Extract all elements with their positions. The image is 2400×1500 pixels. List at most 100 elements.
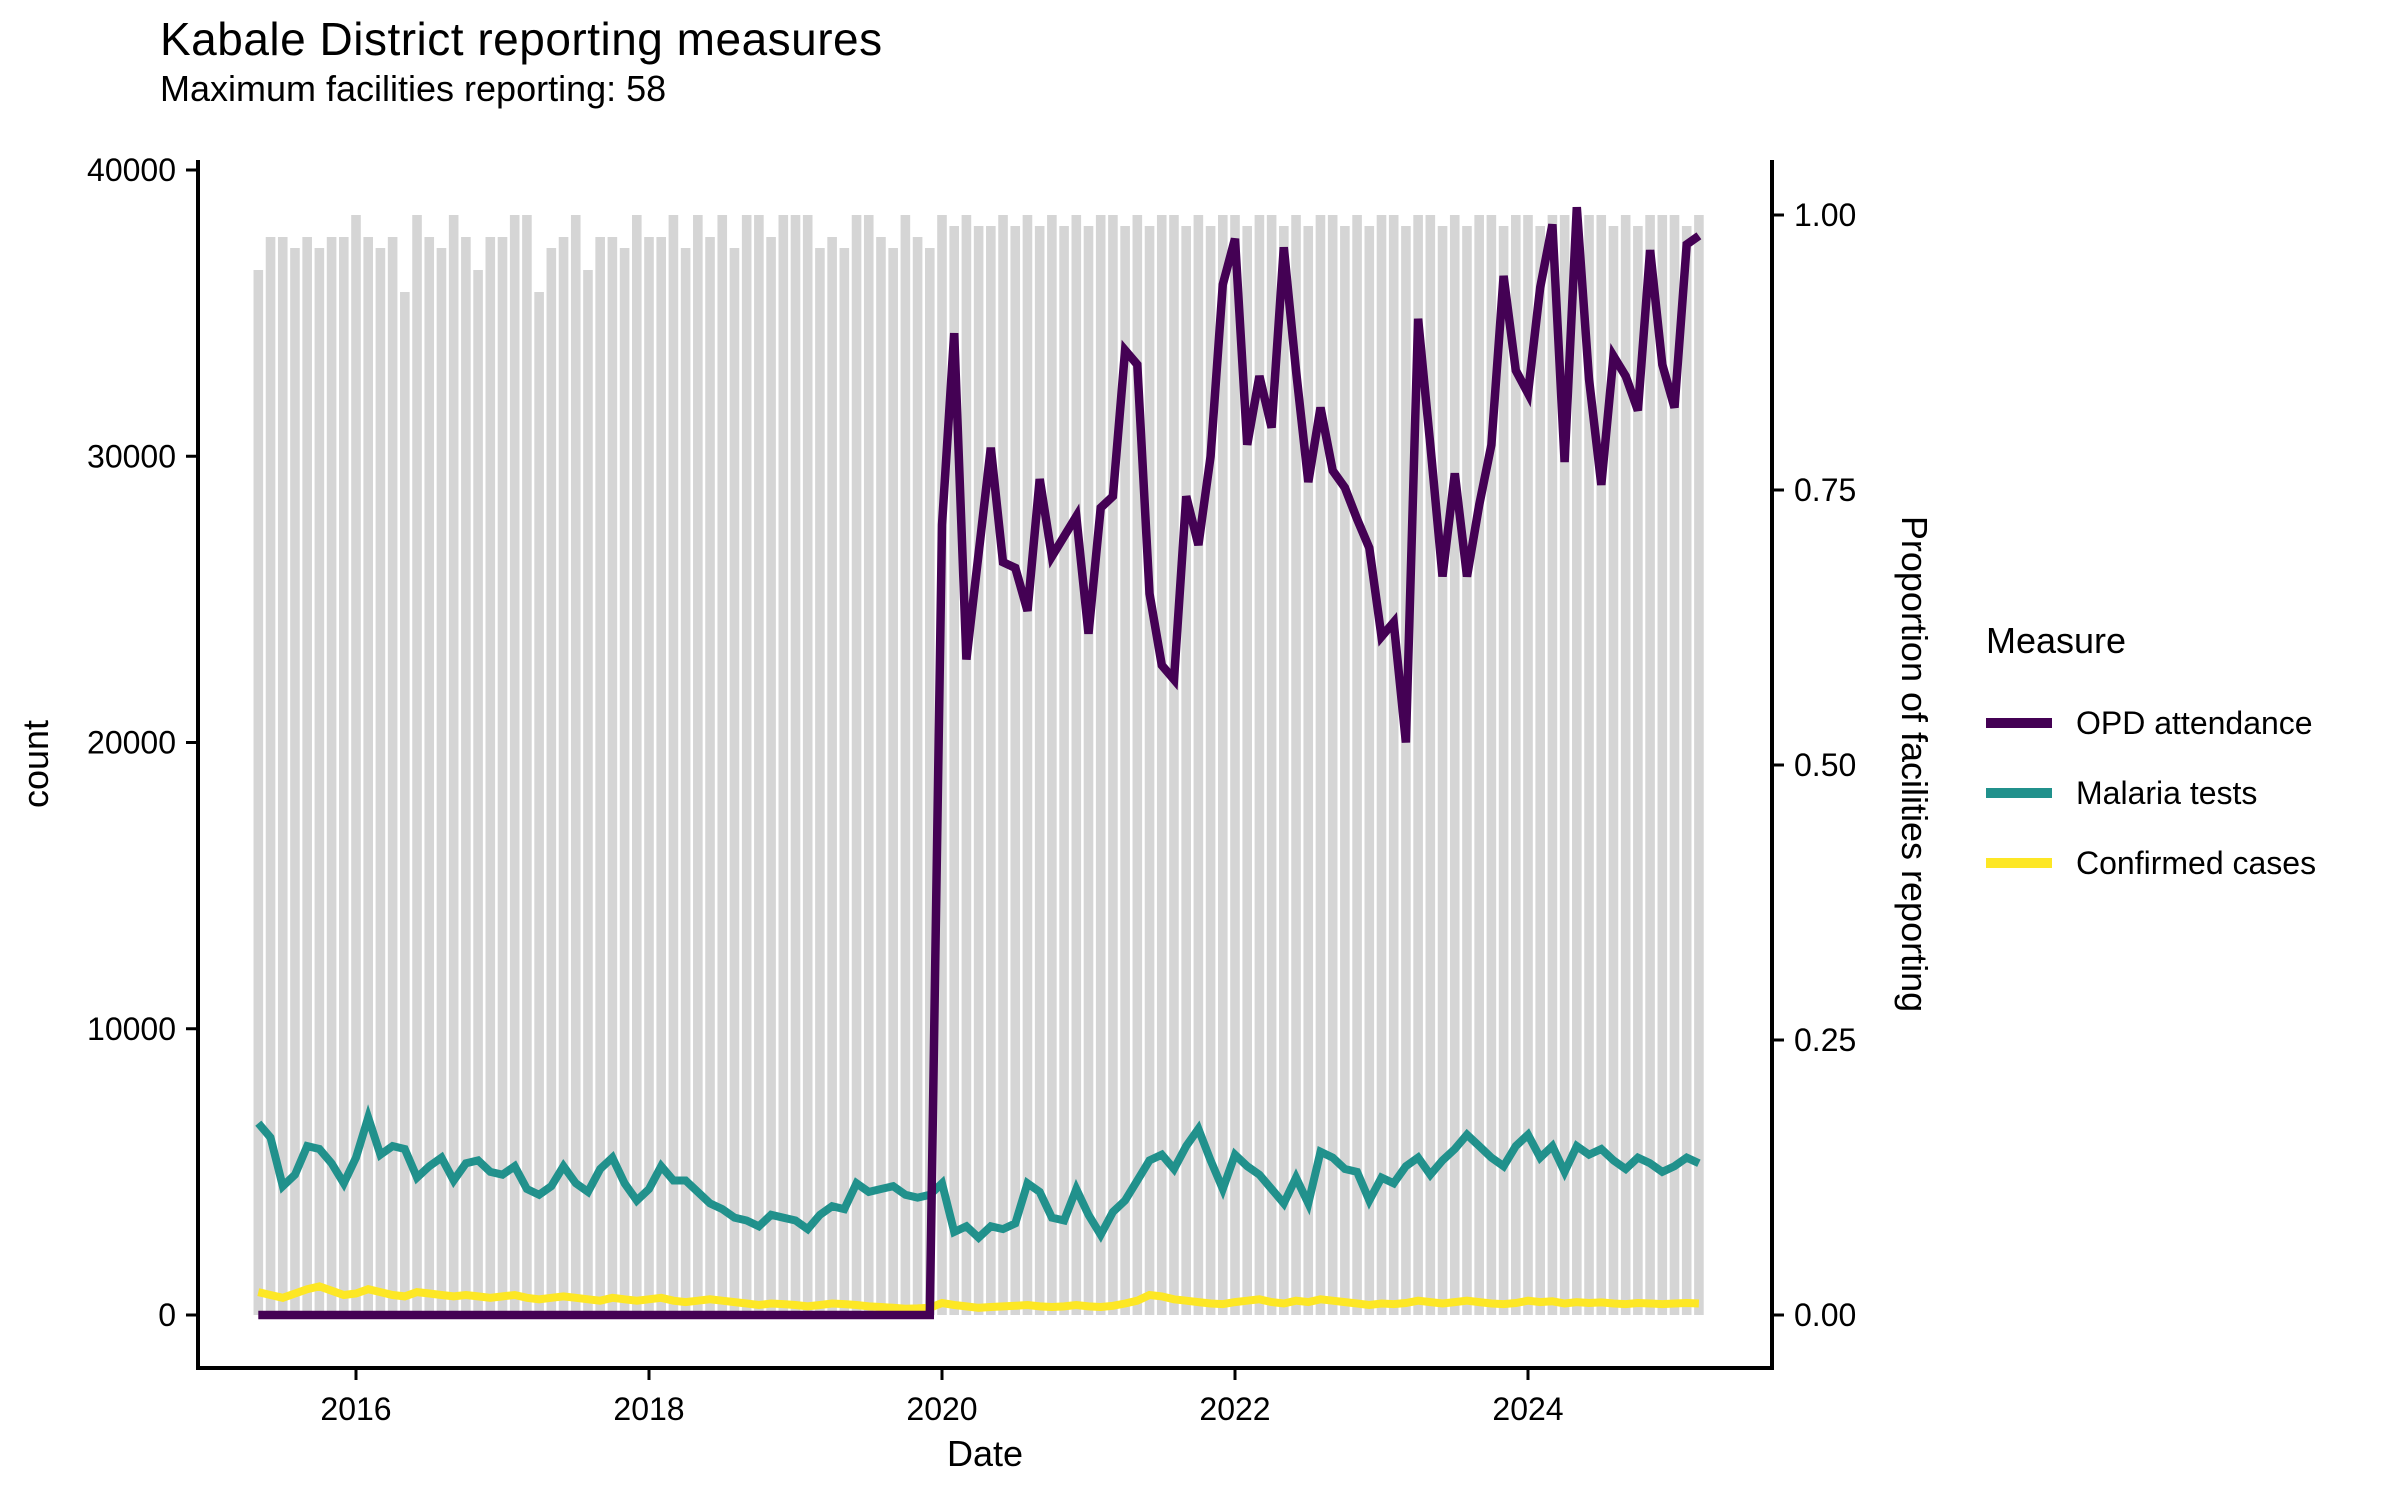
bar <box>986 226 996 1315</box>
y-right-tick-label: 1.00 <box>1794 197 1856 233</box>
bar <box>998 215 1008 1315</box>
malaria-line <box>255 1104 1701 1244</box>
bar <box>924 248 935 1315</box>
bar <box>949 226 960 1315</box>
bar <box>448 215 459 1315</box>
bar <box>1547 215 1558 1315</box>
bar <box>1169 215 1179 1315</box>
bar <box>705 237 715 1315</box>
x-tick-label: 2016 <box>320 1391 391 1427</box>
legend: Measure OPD attendance Malaria tests Confi… <box>1986 620 2316 898</box>
bar <box>1535 226 1546 1315</box>
bar <box>1315 215 1326 1315</box>
bar <box>1584 215 1594 1315</box>
bar <box>1559 215 1570 1315</box>
bar <box>1327 215 1338 1315</box>
bar <box>375 248 386 1315</box>
bar <box>851 215 862 1315</box>
bar <box>595 237 605 1315</box>
x-tick-label: 2018 <box>613 1391 684 1427</box>
bar <box>412 215 422 1315</box>
bar <box>961 215 972 1315</box>
bar <box>607 237 618 1315</box>
bar <box>827 237 837 1315</box>
bar <box>314 248 325 1315</box>
bar <box>876 237 886 1315</box>
bar <box>1449 215 1460 1315</box>
bar <box>1291 215 1301 1315</box>
bar <box>912 237 923 1315</box>
y-right-tick-label: 0.25 <box>1794 1022 1856 1058</box>
bar <box>1657 215 1668 1315</box>
legend-items: OPD attendance Malaria tests Confirmed cas… <box>1986 688 2316 898</box>
chart-subtitle: Maximum facilities reporting: 58 <box>160 68 667 109</box>
x-tick-label: 2022 <box>1199 1391 1270 1427</box>
bar <box>1132 215 1143 1315</box>
legend-item-label: Confirmed cases <box>2076 844 2317 881</box>
bar <box>338 237 349 1315</box>
legend-item: Confirmed cases <box>1986 828 2316 898</box>
legend-item: Malaria tests <box>1986 758 2316 828</box>
bar <box>1364 226 1375 1315</box>
bar <box>1376 215 1387 1315</box>
bar <box>253 270 264 1315</box>
bar <box>522 215 532 1315</box>
legend-title: Measure <box>1986 620 2127 661</box>
confirmed-line <box>257 1282 1700 1313</box>
bar <box>400 292 410 1315</box>
legend-swatch-opd <box>1986 718 2052 728</box>
bar <box>717 215 728 1315</box>
bar <box>1034 226 1045 1315</box>
bar <box>1462 226 1472 1315</box>
bar <box>1120 226 1130 1315</box>
bar <box>973 226 984 1315</box>
bar <box>680 248 691 1315</box>
y-left-tick-label: 10000 <box>87 1011 176 1047</box>
bar <box>1266 215 1277 1315</box>
legend-swatch-confirmed <box>1986 858 2052 868</box>
bar <box>1083 226 1094 1315</box>
bar <box>509 215 520 1315</box>
bar <box>900 215 911 1315</box>
y-axis-title-right: Proportion of facilities reporting <box>1894 516 1935 1012</box>
bar <box>558 237 569 1315</box>
legend-item: OPD attendance <box>1986 688 2316 758</box>
bar <box>1352 215 1362 1315</box>
bar <box>815 248 825 1315</box>
bar <box>1108 215 1118 1315</box>
bar <box>802 215 813 1315</box>
bar <box>497 237 508 1315</box>
bar <box>570 215 581 1315</box>
bar <box>1474 215 1484 1315</box>
chart-title: Kabale District reporting measures <box>160 13 883 65</box>
bar <box>387 237 398 1315</box>
bar <box>1303 226 1314 1315</box>
bar <box>1217 215 1228 1315</box>
bar <box>485 237 496 1315</box>
bar <box>302 237 312 1315</box>
y-left-tick-label: 30000 <box>87 438 176 474</box>
y-left-tick-label: 20000 <box>87 725 176 761</box>
bar <box>1425 215 1436 1315</box>
bar <box>741 215 752 1315</box>
bar <box>290 248 300 1315</box>
bar <box>1279 226 1289 1315</box>
bar <box>839 248 850 1315</box>
bar <box>729 248 740 1315</box>
bar <box>1010 226 1021 1315</box>
bar <box>1205 226 1216 1315</box>
bar <box>766 237 776 1315</box>
bar <box>1572 226 1582 1315</box>
bar <box>1230 215 1240 1315</box>
legend-swatch-malaria <box>1986 788 2052 798</box>
bar <box>644 237 654 1315</box>
bar <box>351 215 361 1315</box>
bar <box>656 237 667 1315</box>
bar <box>1620 215 1631 1315</box>
bar <box>1486 215 1497 1315</box>
legend-item-label: Malaria tests <box>2076 774 2258 811</box>
y-left-tick-label: 0 <box>158 1297 176 1333</box>
bar <box>546 248 557 1315</box>
